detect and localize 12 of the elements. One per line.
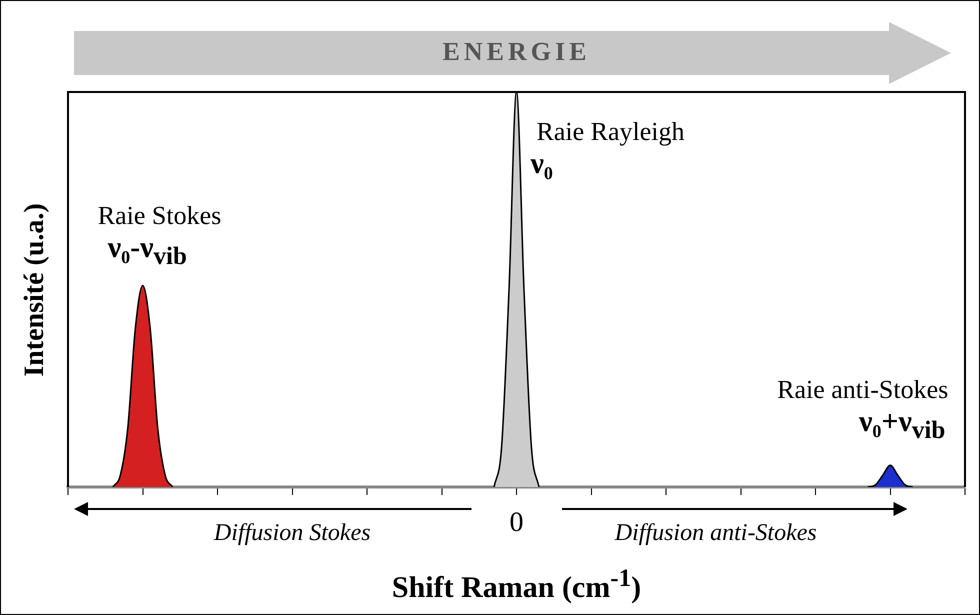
text: Diffusion anti-Stokes (614, 520, 817, 547)
y-axis-title: Intensité (u.a.) (19, 202, 51, 376)
text: 0 (510, 507, 524, 539)
annotation: Raie anti-Stokes (777, 375, 948, 406)
text: ENERGIE (442, 37, 590, 67)
x-axis-title: Shift Raman (cm$^{-1}$) (392, 565, 642, 605)
text: Diffusion Stokes (214, 520, 371, 547)
annotation: Raie Stokes (98, 200, 222, 231)
annotation: ν₀+ν$_{vib}$ (858, 405, 946, 446)
annotation: ν₀-ν$_{vib}$ (108, 230, 187, 271)
annotation: ν₀ (530, 147, 553, 181)
annotation: Raie Rayleigh (536, 117, 685, 147)
